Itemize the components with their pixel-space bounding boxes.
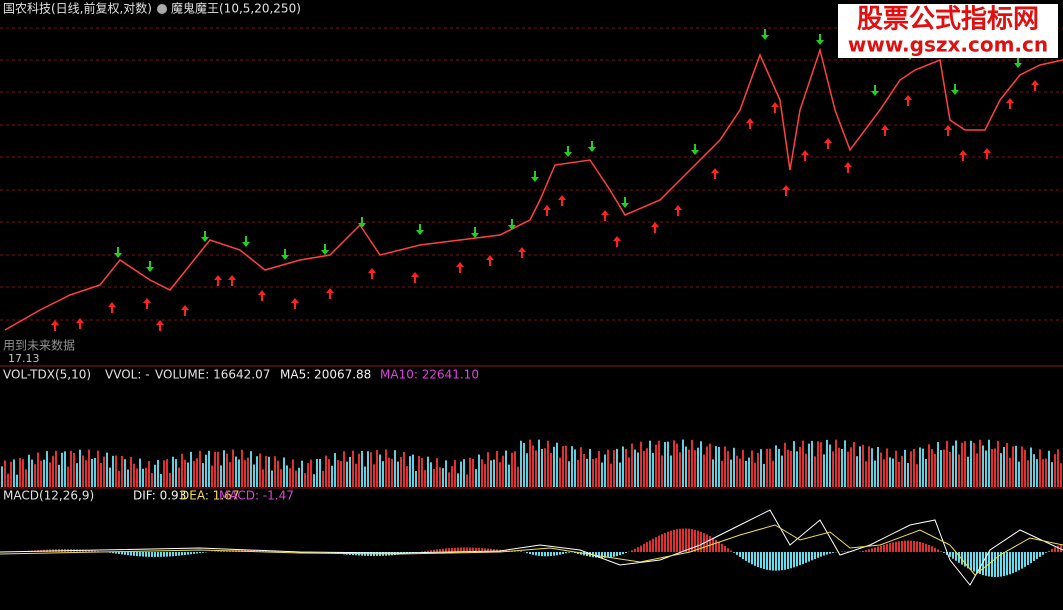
buy-arrow <box>674 205 682 216</box>
watermark-url: www.gszx.com.cn <box>848 33 1048 57</box>
vol-name: VOL-TDX(5,10) <box>3 368 91 382</box>
sell-arrow <box>1014 57 1022 68</box>
buy-arrow <box>181 305 189 316</box>
buy-arrow <box>782 185 790 196</box>
future-data-note: 用到未来数据 <box>3 338 75 353</box>
buy-arrow <box>959 150 967 161</box>
dif-line <box>0 509 1063 586</box>
low-price-label: 17.13 <box>8 352 40 365</box>
buy-arrow <box>746 118 754 129</box>
buy-arrow <box>518 247 526 258</box>
dea-line <box>0 524 1063 576</box>
sell-arrow <box>951 84 959 95</box>
buy-arrow <box>368 268 376 279</box>
watermark-box <box>838 4 1058 58</box>
price-line <box>4 47 1063 331</box>
sell-arrow <box>531 171 539 182</box>
watermark-title: 股票公式指标网 <box>857 5 1039 35</box>
volume-value: VOLUME: 16642.07 <box>155 368 270 382</box>
buy-arrow <box>258 290 266 301</box>
buy-arrow <box>801 150 809 161</box>
vvol: VVOL: - <box>105 368 150 382</box>
sell-arrow <box>761 29 769 40</box>
ma5-value: MA5: 20067.88 <box>280 368 371 382</box>
buy-arrow <box>983 148 991 159</box>
sell-arrow <box>114 247 122 258</box>
buy-arrow <box>156 320 164 331</box>
buy-arrow <box>411 272 419 283</box>
sell-arrow <box>564 146 572 157</box>
buy-arrow <box>613 236 621 247</box>
dif-value: DIF: 0.93 <box>133 489 186 503</box>
dea-value: DEA: 1.67 <box>180 489 239 503</box>
sell-arrow <box>621 197 629 208</box>
sell-arrow <box>508 219 516 230</box>
sell-arrow <box>281 249 289 260</box>
buy-arrow <box>904 95 912 106</box>
sell-arrow <box>471 227 479 238</box>
dropdown-icon[interactable] <box>157 4 167 14</box>
buy-arrow <box>771 102 779 113</box>
indicator-label[interactable]: 魔鬼魔王(10,5,20,250) <box>171 1 301 16</box>
sell-arrow <box>242 236 250 247</box>
buy-arrow <box>456 262 464 273</box>
sell-arrow <box>416 224 424 235</box>
buy-arrow <box>108 302 116 313</box>
buy-arrow <box>711 168 719 179</box>
sell-arrow <box>816 34 824 45</box>
sell-arrow <box>358 217 366 228</box>
signal-arrows <box>51 29 1039 331</box>
macd-value: MACD: -1.47 <box>219 489 294 503</box>
sell-arrow <box>691 144 699 155</box>
volume-bars <box>1 439 1062 487</box>
buy-arrow <box>76 318 84 329</box>
sell-arrow <box>146 261 154 272</box>
buy-arrow <box>1031 80 1039 91</box>
buy-arrow <box>214 275 222 286</box>
stock-label: 国农科技(日线,前复权,对数) <box>3 1 152 16</box>
sell-arrow <box>588 141 596 152</box>
buy-arrow <box>824 138 832 149</box>
buy-arrow <box>1006 98 1014 109</box>
buy-arrow <box>228 275 236 286</box>
buy-arrow <box>601 210 609 221</box>
sell-arrow <box>871 85 879 96</box>
buy-arrow <box>143 298 151 309</box>
buy-arrow <box>486 255 494 266</box>
buy-arrow <box>844 162 852 173</box>
buy-arrow <box>881 125 889 136</box>
buy-arrow <box>944 125 952 136</box>
buy-arrow <box>651 222 659 233</box>
buy-arrow <box>51 320 59 331</box>
buy-arrow <box>543 205 551 216</box>
sell-arrow <box>201 231 209 242</box>
buy-arrow <box>326 288 334 299</box>
ma10-value: MA10: 22641.10 <box>380 368 479 382</box>
buy-arrow <box>558 195 566 206</box>
sell-arrow <box>321 244 329 255</box>
buy-arrow <box>291 298 299 309</box>
macd-name: MACD(12,26,9) <box>3 489 94 503</box>
